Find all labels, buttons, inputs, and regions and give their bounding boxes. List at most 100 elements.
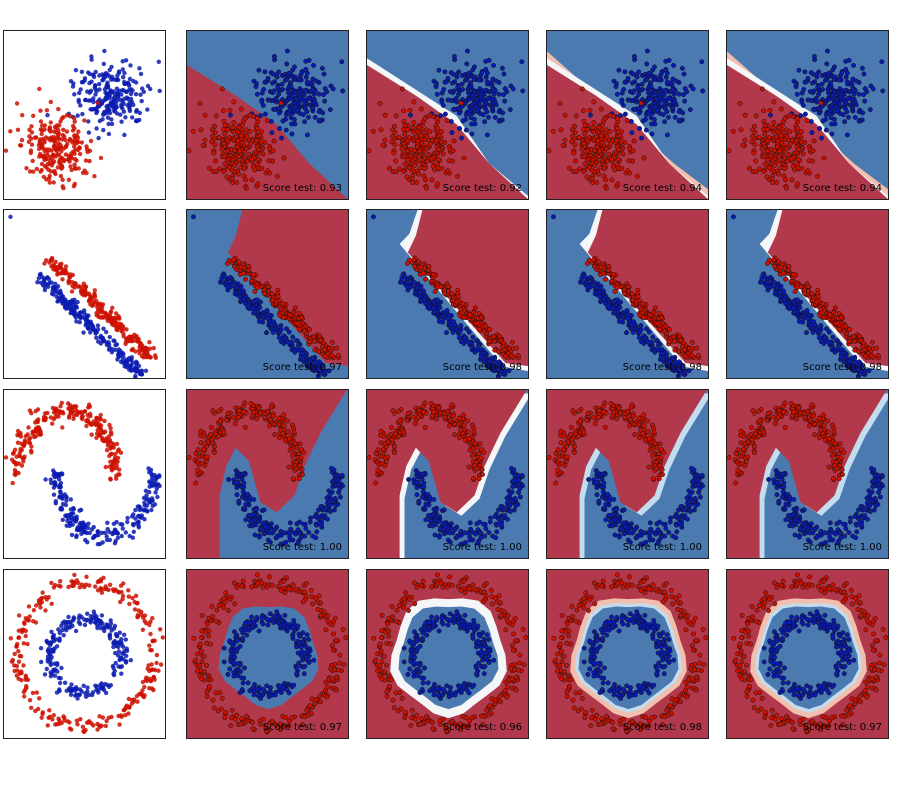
blue-class-point [632, 106, 638, 112]
blue-class-point [469, 121, 475, 127]
blue-class-point [89, 527, 95, 532]
red-class-point [72, 126, 77, 131]
blue-class-point [493, 78, 499, 84]
red-class-point [252, 289, 258, 294]
blue-class-point [466, 96, 472, 102]
red-class-point [672, 338, 677, 344]
blue-class-point [492, 114, 498, 120]
blue-class-point [92, 85, 98, 90]
red-class-point [417, 148, 423, 154]
blue-class-point [669, 83, 675, 89]
red-class-point [598, 106, 604, 112]
blue-class-point [834, 96, 840, 102]
blue-class-point [117, 351, 122, 356]
red-class-point [60, 425, 65, 430]
red-class-point [377, 100, 383, 106]
blue-class-point [617, 305, 623, 311]
red-class-point [238, 264, 244, 270]
red-class-point [401, 119, 407, 124]
blue-class-point [806, 97, 812, 103]
blue-class-point [104, 96, 109, 102]
red-class-point [14, 101, 20, 106]
red-class-point [562, 137, 568, 143]
red-class-point [591, 257, 597, 263]
blue-class-point [257, 305, 263, 311]
red-class-point [244, 146, 250, 151]
blue-class-point [93, 92, 98, 97]
blue-class-point [119, 119, 124, 124]
red-class-point [16, 461, 22, 466]
red-class-point [757, 166, 763, 172]
blue-class-point [111, 96, 116, 102]
red-class-point [784, 146, 790, 151]
red-class-point [761, 141, 767, 146]
blue-class-point [41, 280, 47, 285]
red-class-point [761, 169, 767, 175]
red-class-point [380, 142, 386, 148]
blue-class-point [762, 274, 768, 280]
red-class-point [508, 352, 514, 358]
blue-class-point [124, 359, 130, 364]
red-class-point [592, 147, 598, 153]
red-class-point [225, 127, 231, 133]
blue-class-point [451, 88, 457, 94]
red-class-point [243, 127, 249, 133]
red-class-point [440, 151, 446, 157]
red-class-point [569, 139, 575, 145]
red-class-point [211, 150, 217, 156]
blue-class-point [491, 367, 497, 373]
blue-class-point [663, 87, 669, 93]
red-class-point [43, 135, 49, 140]
red-class-point [429, 156, 435, 162]
red-class-point [749, 133, 755, 139]
red-class-point [230, 124, 236, 130]
blue-class-point [654, 96, 660, 102]
blue-class-point [265, 75, 271, 81]
blue-class-point [127, 105, 132, 110]
red-class-point [573, 169, 579, 175]
blue-class-point [251, 299, 257, 305]
red-class-point [444, 118, 450, 123]
red-class-point [794, 125, 800, 131]
red-class-point [579, 146, 585, 152]
red-class-point [491, 334, 497, 340]
red-class-point [449, 291, 455, 297]
red-class-point [44, 153, 50, 158]
red-class-point [411, 99, 417, 105]
blue-class-point [652, 64, 657, 70]
red-class-point [776, 171, 781, 177]
red-class-point [8, 129, 13, 134]
blue-class-point [805, 316, 811, 322]
red-class-point [68, 272, 73, 277]
red-class-point [782, 155, 788, 161]
red-class-point [509, 339, 515, 345]
blue-class-point [434, 91, 440, 97]
red-class-point [31, 169, 36, 174]
red-class-point [53, 259, 58, 264]
red-class-point [280, 301, 286, 307]
red-class-point [404, 174, 410, 180]
blue-class-point [804, 330, 809, 336]
blue-class-point [97, 81, 102, 87]
red-class-point [38, 429, 43, 435]
red-class-point [79, 415, 84, 420]
scatter-plot [727, 31, 888, 199]
blue-class-point [113, 538, 118, 544]
red-class-point [231, 257, 237, 263]
blue-class-point [120, 59, 125, 64]
red-class-point [397, 166, 403, 172]
blue-class-point [630, 71, 636, 77]
red-class-point [257, 132, 263, 138]
blue-class-point [265, 316, 271, 322]
red-class-point [270, 148, 276, 154]
blue-class-point [58, 480, 64, 486]
red-class-point [596, 171, 601, 177]
blue-class-point [64, 513, 70, 518]
blue-class-point [320, 110, 326, 116]
red-class-point [604, 134, 610, 140]
blue-class-point [128, 367, 134, 372]
red-class-point [422, 166, 427, 172]
blue-class-point [472, 349, 478, 355]
red-class-point [786, 267, 791, 273]
blue-class-point [664, 109, 670, 115]
